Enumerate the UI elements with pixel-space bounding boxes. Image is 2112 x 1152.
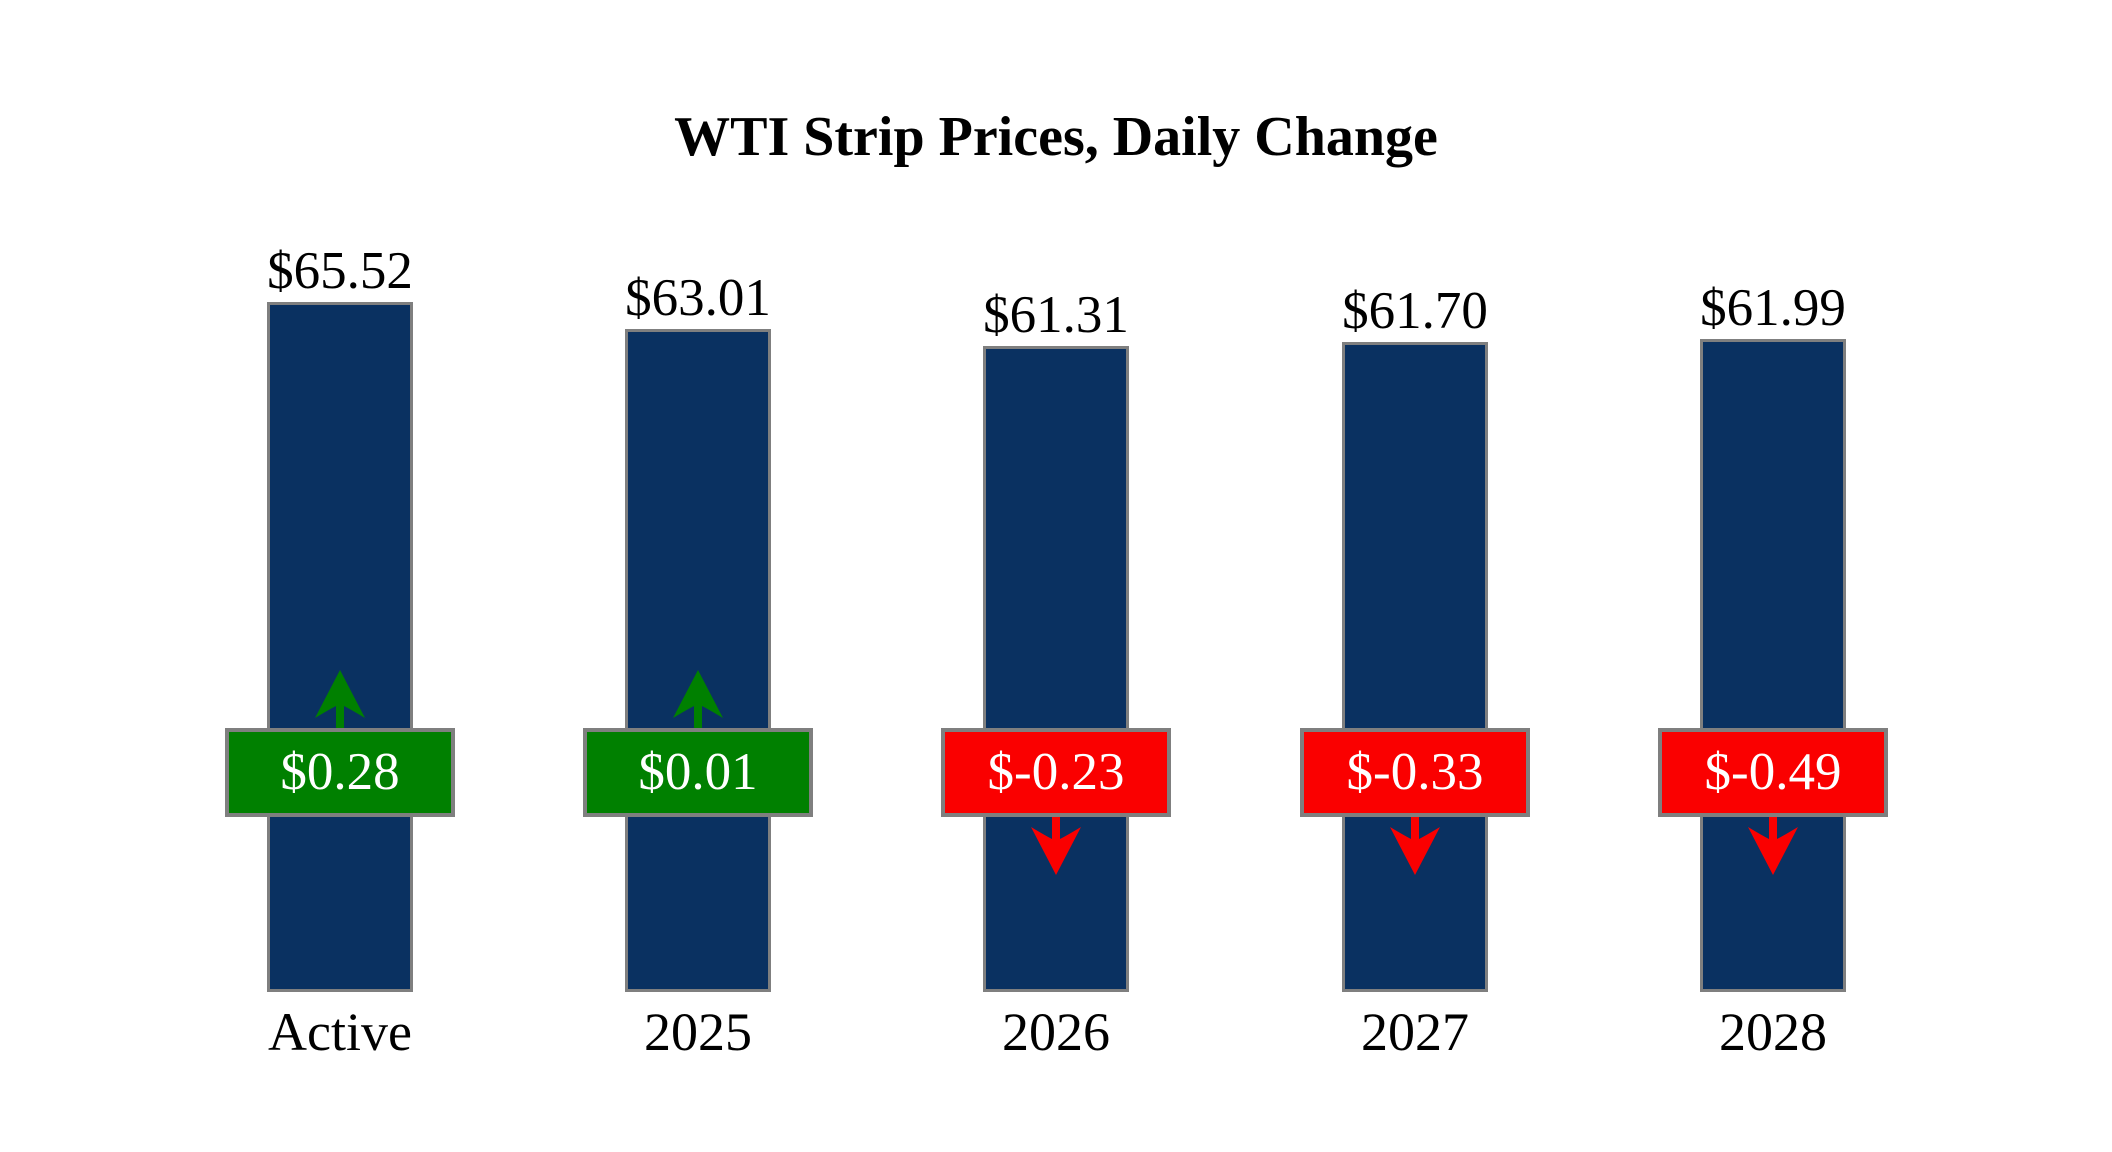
change-badge: $-0.23 [941, 728, 1171, 817]
up-arrow-icon [673, 670, 723, 731]
change-label: $-0.23 [987, 743, 1125, 801]
price-label: $61.99 [1700, 279, 1846, 337]
change-badge: $0.28 [225, 728, 455, 817]
price-bar [983, 346, 1129, 992]
change-label: $0.28 [280, 743, 400, 801]
price-label: $63.01 [625, 269, 771, 327]
category-label: 2026 [1002, 1002, 1110, 1062]
change-badge: $0.01 [583, 728, 813, 817]
price-bar [1342, 342, 1488, 992]
category-label: 2025 [644, 1002, 752, 1062]
bar-group-2028: $61.99 $-0.49 2028 [1593, 0, 1953, 1152]
bar-group-2026: $61.31 $-0.23 2026 [876, 0, 1236, 1152]
bar-group-2027: $61.70 $-0.33 2027 [1235, 0, 1595, 1152]
down-arrow-icon [1748, 814, 1798, 875]
chart-title: WTI Strip Prices, Daily Change [674, 106, 1438, 168]
price-bar [1700, 339, 1846, 992]
category-label: 2028 [1719, 1002, 1827, 1062]
price-label: $65.52 [267, 242, 413, 300]
down-arrow-icon [1390, 814, 1440, 875]
bar-group-2025: $63.01 $0.01 2025 [518, 0, 878, 1152]
change-label: $-0.49 [1704, 743, 1842, 801]
price-bar [267, 302, 413, 992]
price-label: $61.31 [983, 286, 1129, 344]
price-label: $61.70 [1342, 282, 1488, 340]
bar-group-active: $65.52 $0.28 Active [160, 0, 520, 1152]
change-badge: $-0.33 [1300, 728, 1530, 817]
category-label: 2027 [1361, 1002, 1469, 1062]
down-arrow-icon [1031, 814, 1081, 875]
change-label: $-0.33 [1346, 743, 1484, 801]
change-label: $0.01 [638, 743, 758, 801]
change-badge: $-0.49 [1658, 728, 1888, 817]
up-arrow-icon [315, 670, 365, 731]
price-bar [625, 329, 771, 992]
category-label: Active [268, 1002, 412, 1062]
